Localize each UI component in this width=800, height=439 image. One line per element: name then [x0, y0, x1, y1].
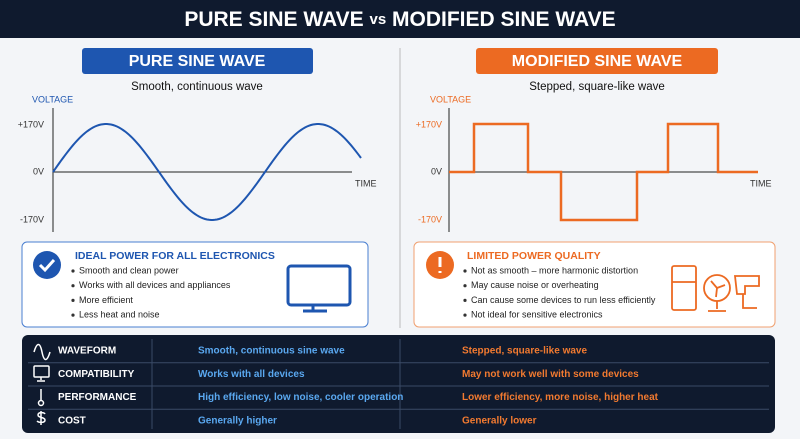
bullet-dot	[71, 284, 75, 288]
axis-label: TIME	[355, 178, 377, 188]
check-mark	[38, 258, 56, 273]
tick-label: -170V	[418, 214, 442, 224]
badge-text: PURE SINE WAVE	[129, 53, 266, 70]
header-band	[0, 0, 800, 38]
info-box	[413, 241, 776, 328]
bullet-text: Can cause some devices to run less effic…	[471, 295, 656, 305]
bullet-text: Not as smooth – more harmonic distortion	[471, 265, 638, 275]
pure-cell: High efficiency, low noise, cooler opera…	[198, 392, 403, 403]
pure-cell: Generally higher	[198, 416, 277, 427]
tick-label: 0V	[33, 166, 44, 176]
row-label: PERFORMANCE	[58, 392, 137, 403]
sine-wave	[52, 123, 362, 221]
row-label: COMPATIBILITY	[58, 369, 135, 380]
subtitle: Stepped, square-like wave	[529, 81, 665, 93]
badge	[476, 48, 718, 74]
title-part: vs	[369, 11, 386, 28]
box-title: LIMITED POWER QUALITY	[467, 250, 601, 262]
modified-cell: Stepped, square-like wave	[462, 346, 587, 357]
badge	[82, 48, 313, 74]
bullet-dot	[463, 313, 467, 317]
monitor-stand	[303, 305, 327, 313]
page-title: PURE SINE WAVE vs MODIFIED SINE WAVE	[184, 8, 615, 31]
bullet-text: More efficient	[79, 295, 133, 305]
tick-label: +170V	[18, 119, 44, 129]
tick-label: -170V	[20, 214, 44, 224]
tick-label: 0V	[431, 166, 442, 176]
modified-cell: Generally lower	[462, 416, 537, 427]
box-title: IDEAL POWER FOR ALL ELECTRONICS	[75, 250, 275, 262]
pure-cell: Smooth, continuous sine wave	[198, 346, 345, 357]
modified-cell: Lower efficiency, more noise, higher hea…	[462, 392, 659, 403]
bullet-dot	[71, 298, 75, 302]
title-part: MODIFIED SINE WAVE	[392, 8, 616, 31]
axis-label: VOLTAGE	[32, 94, 73, 104]
axis-label: TIME	[750, 178, 772, 188]
axis-label: VOLTAGE	[430, 94, 471, 104]
bullet-text: Works with all devices and appliances	[79, 280, 231, 290]
row-icons	[33, 343, 51, 425]
bullet-text: Not ideal for sensitive electronics	[471, 309, 603, 319]
bullet-text: Smooth and clean power	[79, 265, 179, 275]
device-icons	[671, 265, 760, 312]
monitor-icon	[286, 264, 352, 307]
square-wave	[449, 122, 758, 222]
bullet-dot	[463, 298, 467, 302]
row-label: COST	[58, 416, 86, 427]
title-part: PURE SINE WAVE	[184, 8, 363, 31]
modified-cell: May not work well with some devices	[462, 369, 639, 380]
badge-text: MODIFIED SINE WAVE	[512, 53, 683, 70]
comparison-table	[22, 335, 775, 433]
tick-label: +170V	[416, 119, 442, 129]
subtitle: Smooth, continuous wave	[131, 81, 263, 93]
bullet-dot	[463, 269, 467, 273]
check-icon	[33, 251, 61, 279]
info-box	[21, 241, 369, 328]
bullet-dot	[463, 284, 467, 288]
bullet-dot	[71, 269, 75, 273]
row-label: WAVEFORM	[58, 346, 116, 357]
pure-cell: Works with all devices	[198, 369, 305, 380]
bullet-dot	[71, 313, 75, 317]
bullet-text: May cause noise or overheating	[471, 280, 599, 290]
bullet-text: Less heat and noise	[79, 309, 160, 319]
